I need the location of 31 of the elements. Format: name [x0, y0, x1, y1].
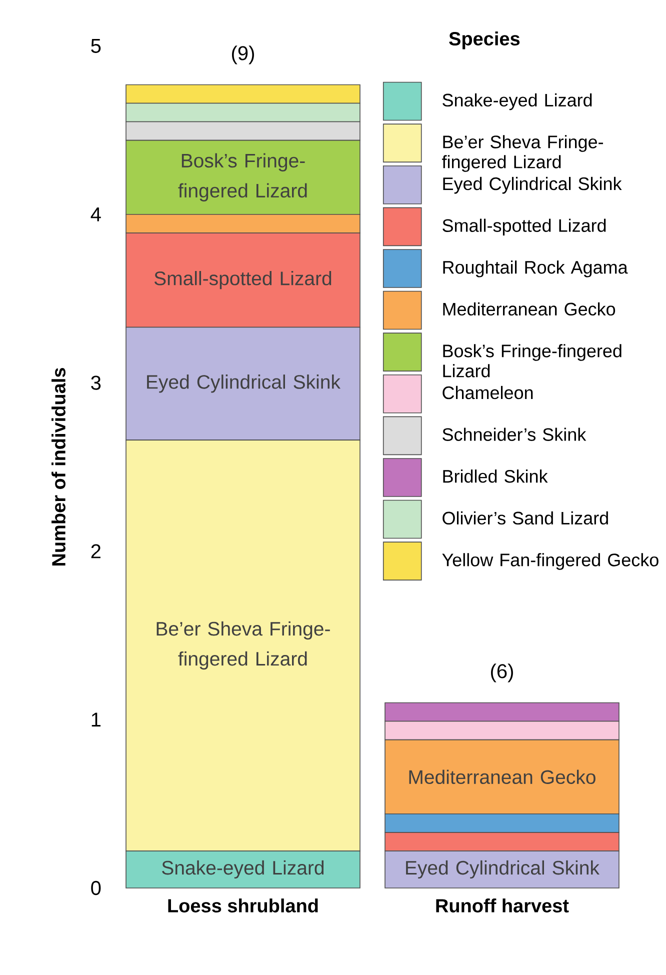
legend-label: Yellow Fan-fingered Gecko — [442, 553, 658, 570]
legend-label: Bridled Skink — [443, 470, 548, 483]
y-tick-label: 5 — [91, 39, 101, 53]
y-axis-title: Number of individuals — [52, 368, 66, 566]
legend-label: Schneider’s Skink — [442, 428, 586, 441]
y-tick-label: 2 — [91, 544, 100, 558]
text: Bosk’s Fringe-fingered Lizard — [178, 153, 307, 202]
legend-label: Be’er Sheva Fringe-fingered Lizard — [442, 135, 603, 172]
legend-label: Eyed Cylindrical Skink — [443, 176, 622, 194]
legend-label: Snake-eyed Lizard — [442, 93, 592, 110]
text: Eyed Cylindrical Skink — [147, 374, 340, 393]
legend-label: Chameleon — [442, 386, 533, 400]
text: Mediterranean Gecko — [409, 770, 596, 784]
text: Small-spotted Lizard — [154, 270, 332, 290]
legend-label: Olivier’s Sand Lizard — [442, 511, 608, 525]
legend-label: Mediterranean Gecko — [443, 302, 616, 316]
legend-label: Roughtail Rock Agama — [443, 260, 628, 278]
y-tick-label: 4 — [90, 208, 101, 222]
x-tick-label: Runoff harvest — [436, 898, 569, 912]
legend-label: Bosk’s Fringe-fingered Lizard — [443, 344, 622, 378]
y-tick-label: 3 — [91, 376, 101, 390]
text: Be’er Sheva Fringe-fingered Lizard — [156, 621, 330, 670]
total-label: (9) — [232, 46, 254, 64]
legend-title: Species — [449, 32, 520, 50]
x-tick-label: Loess shrubland — [168, 898, 318, 912]
y-tick-label: 0 — [91, 880, 101, 896]
legend-label: Small-spotted Lizard — [442, 218, 606, 236]
y-tick-label: 1 — [92, 712, 100, 726]
total-label: (6) — [491, 664, 513, 682]
text: Snake-eyed Lizard — [162, 860, 324, 879]
text: Eyed Cylindrical Skink — [406, 860, 600, 879]
